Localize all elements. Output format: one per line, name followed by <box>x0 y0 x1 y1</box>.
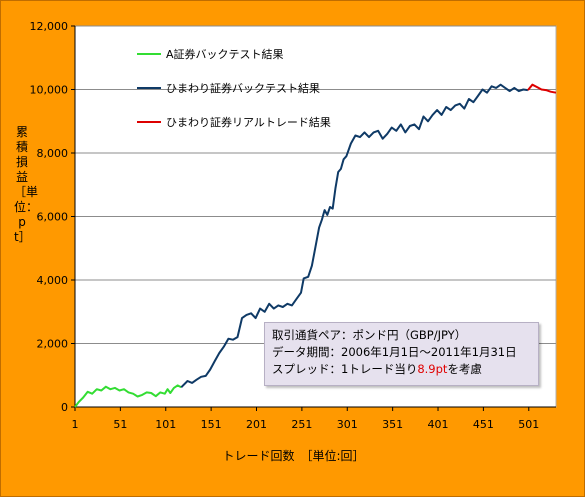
legend-label-1: A証券バックテスト結果 <box>166 47 284 61</box>
x-tick-label: 151 <box>201 418 222 431</box>
annotation-line-2: データ期間：2006年1月1日～2011年1月31日 <box>272 345 517 359</box>
legend-label-3: ひまわり証券リアルトレード結果 <box>166 115 331 129</box>
y-tick-label: 12,000 <box>30 20 69 33</box>
series-line-2 <box>180 83 529 389</box>
annotation-line-1: 取引通貨ペア：ポンド円（GBP/JPY） <box>272 328 467 342</box>
x-tick-label: 201 <box>246 418 267 431</box>
x-axis-label: トレード回数 ［単位:回］ <box>222 449 365 463</box>
annotation-line-3-suffix: を考慮 <box>447 362 482 376</box>
y-tick-label: 2,000 <box>37 338 69 351</box>
y-axis-label: 累積損益［単位：pt］ <box>14 125 39 244</box>
x-tick-label: 251 <box>291 418 312 431</box>
x-tick-label: 501 <box>518 418 539 431</box>
annotation-line-3: スプレッド：1トレード当り8.9ptを考慮 <box>272 361 531 378</box>
y-tick-label: 4,000 <box>37 274 69 287</box>
x-tick-label: 301 <box>337 418 358 431</box>
y-tick-label: 8,000 <box>37 147 69 160</box>
y-tick-label: 10,000 <box>30 84 69 97</box>
x-tick-label: 451 <box>473 418 494 431</box>
annotation-box: 取引通貨ペア：ポンド円（GBP/JPY） データ期間：2006年1月1日～201… <box>264 322 539 386</box>
x-tick-label: 101 <box>155 418 176 431</box>
series-line-1 <box>74 384 182 408</box>
annotation-line-3-prefix: スプレッド：1トレード当り <box>272 362 418 376</box>
x-tick-label: 1 <box>72 418 79 431</box>
x-tick-label: 401 <box>428 418 449 431</box>
series-line-3 <box>527 83 557 94</box>
x-tick-label: 51 <box>113 418 127 431</box>
legend-label-2: ひまわり証券バックテスト結果 <box>166 81 320 95</box>
annotation-highlight: 8.9pt <box>417 362 448 376</box>
y-tick-label: 0 <box>61 401 68 414</box>
x-tick-label: 351 <box>382 418 403 431</box>
y-tick-label: 6,000 <box>37 211 69 224</box>
